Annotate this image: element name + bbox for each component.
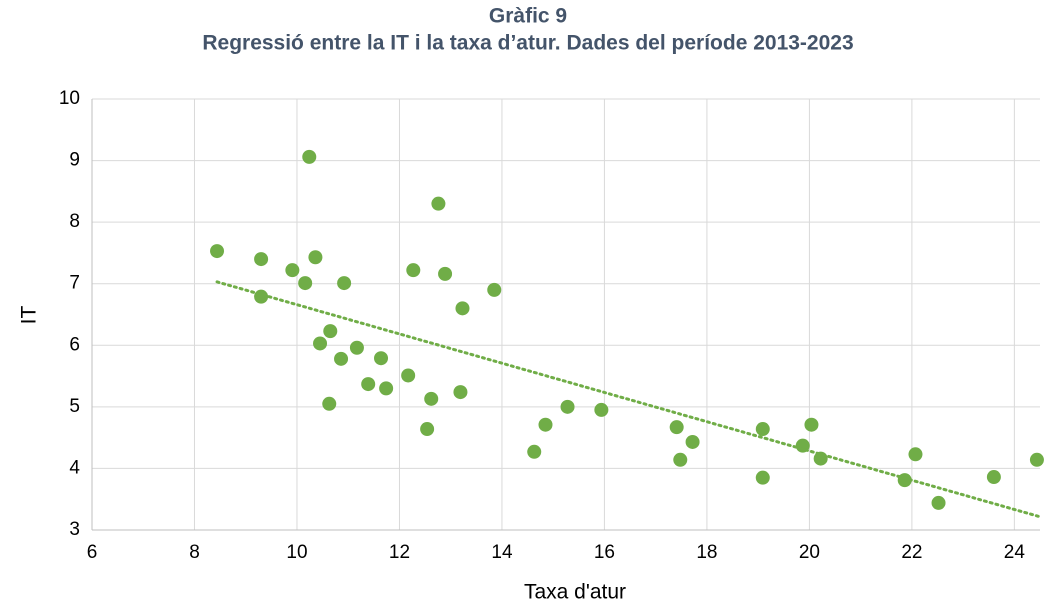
trendline <box>215 280 1043 519</box>
x-tick-label: 22 <box>901 542 922 563</box>
y-tick-label: 7 <box>69 273 80 294</box>
point <box>560 399 575 414</box>
x-axis-label: Taxa d'atur <box>524 581 626 604</box>
x-tick-label: 14 <box>491 542 513 563</box>
x-tick-label: 8 <box>189 542 200 563</box>
point <box>323 324 338 339</box>
point <box>298 276 313 291</box>
point <box>453 385 468 400</box>
point <box>755 422 770 437</box>
point <box>455 301 470 316</box>
point <box>210 244 225 259</box>
point <box>594 402 609 417</box>
point <box>685 434 700 449</box>
y-tick-label: 10 <box>59 88 80 109</box>
x-tick-label: 20 <box>799 542 820 563</box>
point <box>908 447 923 462</box>
y-axis-label: IT <box>18 306 41 325</box>
point <box>361 377 376 392</box>
point <box>538 417 553 432</box>
point <box>379 381 394 396</box>
point <box>804 417 819 432</box>
y-tick-label: 3 <box>69 519 80 540</box>
point <box>1029 452 1044 467</box>
point <box>308 250 323 265</box>
point <box>313 336 328 351</box>
point <box>673 452 688 467</box>
y-tick-label: 6 <box>69 334 80 355</box>
point <box>254 252 269 267</box>
point <box>349 340 364 355</box>
x-tick-label: 10 <box>286 542 307 563</box>
x-tick-label: 18 <box>696 542 717 563</box>
point <box>527 444 542 459</box>
point <box>420 422 435 437</box>
x-tick-label: 12 <box>389 542 410 563</box>
point <box>401 368 416 383</box>
point <box>487 282 502 297</box>
y-tick-label: 4 <box>69 457 80 478</box>
y-tick-label: 5 <box>69 396 80 417</box>
point <box>755 470 770 485</box>
point <box>285 263 300 278</box>
x-tick-label: 6 <box>87 542 98 563</box>
point <box>424 391 439 406</box>
point <box>337 276 352 291</box>
x-tick-label: 24 <box>1004 542 1026 563</box>
chart-title: Gràfic 9 <box>489 5 567 28</box>
x-tick-label: 16 <box>594 542 615 563</box>
point <box>374 351 389 366</box>
y-tick-label: 8 <box>69 211 80 232</box>
chart-subtitle: Regressió entre la IT i la taxa d’atur. … <box>202 32 853 55</box>
point <box>931 495 946 510</box>
point <box>322 396 337 411</box>
point <box>669 420 684 435</box>
point <box>986 470 1001 485</box>
point <box>302 149 317 164</box>
y-tick-label: 9 <box>69 150 80 171</box>
point <box>438 266 453 281</box>
point <box>334 351 349 366</box>
point <box>406 263 421 278</box>
point <box>431 196 446 211</box>
